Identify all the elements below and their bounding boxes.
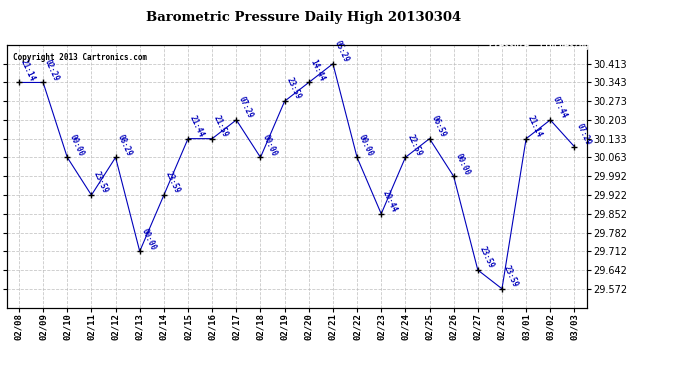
Text: 07:29: 07:29 bbox=[575, 122, 592, 147]
Text: 07:29: 07:29 bbox=[237, 95, 254, 120]
Text: 08:29: 08:29 bbox=[116, 133, 133, 158]
Text: 23:59: 23:59 bbox=[91, 170, 109, 195]
Text: 22:59: 22:59 bbox=[406, 133, 423, 158]
Text: 21:44: 21:44 bbox=[188, 114, 206, 139]
Text: Pressure  (Inches/Hg): Pressure (Inches/Hg) bbox=[489, 40, 594, 50]
Text: Barometric Pressure Daily High 20130304: Barometric Pressure Daily High 20130304 bbox=[146, 11, 461, 24]
Text: 02:29: 02:29 bbox=[43, 58, 61, 82]
Text: 23:59: 23:59 bbox=[502, 264, 520, 289]
Text: 05:29: 05:29 bbox=[333, 39, 351, 64]
Text: 20:44: 20:44 bbox=[382, 189, 399, 214]
Text: 00:00: 00:00 bbox=[261, 133, 278, 158]
Text: 00:00: 00:00 bbox=[357, 133, 375, 158]
Text: 21:14: 21:14 bbox=[19, 58, 37, 82]
Text: 00:00: 00:00 bbox=[454, 152, 471, 176]
Text: 00:00: 00:00 bbox=[68, 133, 85, 158]
Text: 21:14: 21:14 bbox=[526, 114, 544, 139]
Text: 00:00: 00:00 bbox=[140, 226, 157, 251]
Text: 23:59: 23:59 bbox=[478, 245, 495, 270]
Text: 23:59: 23:59 bbox=[285, 76, 302, 101]
Text: 07:44: 07:44 bbox=[551, 95, 568, 120]
Text: 14:44: 14:44 bbox=[309, 58, 326, 82]
Text: 23:59: 23:59 bbox=[164, 170, 181, 195]
Text: Copyright 2013 Cartronics.com: Copyright 2013 Cartronics.com bbox=[12, 53, 147, 62]
Text: 21:59: 21:59 bbox=[213, 114, 230, 139]
Text: 06:59: 06:59 bbox=[430, 114, 447, 139]
